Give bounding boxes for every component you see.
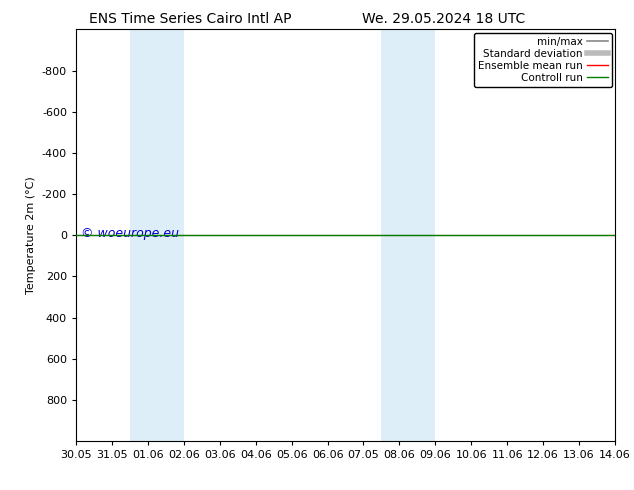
- Bar: [148, 29, 184, 441]
- Text: © woeurope.eu: © woeurope.eu: [81, 227, 179, 240]
- Bar: [130, 29, 148, 441]
- Y-axis label: Temperature 2m (°C): Temperature 2m (°C): [27, 176, 36, 294]
- Text: We. 29.05.2024 18 UTC: We. 29.05.2024 18 UTC: [362, 12, 526, 26]
- Bar: [382, 29, 399, 441]
- Text: ENS Time Series Cairo Intl AP: ENS Time Series Cairo Intl AP: [89, 12, 292, 26]
- Legend: min/max, Standard deviation, Ensemble mean run, Controll run: min/max, Standard deviation, Ensemble me…: [474, 32, 612, 87]
- Bar: [399, 29, 436, 441]
